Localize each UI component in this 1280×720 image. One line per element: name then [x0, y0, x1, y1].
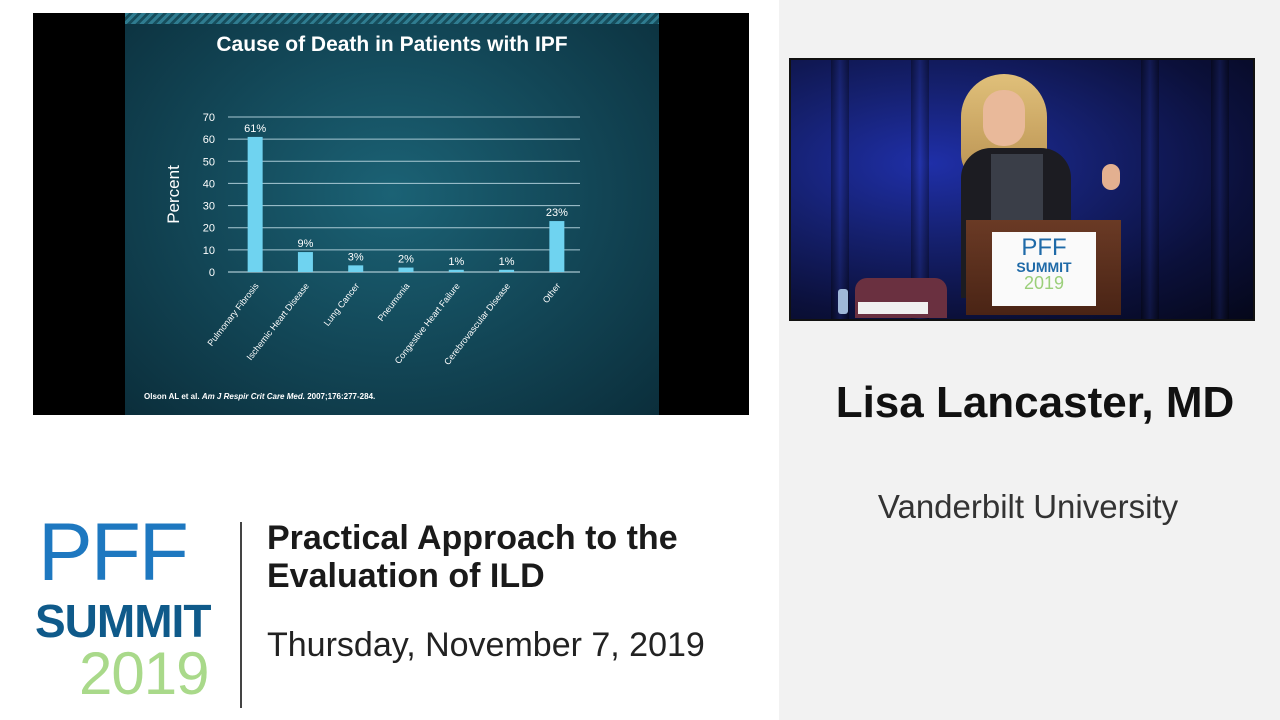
slide-header-stripe — [125, 13, 659, 24]
vertical-divider — [240, 522, 242, 708]
talk-date: Thursday, November 7, 2019 — [267, 626, 705, 664]
bar — [247, 136, 263, 272]
y-tick-label: 10 — [203, 245, 215, 257]
table-nameplate — [858, 302, 928, 314]
podium-logo-sign: PFF SUMMIT 2019 — [992, 232, 1096, 306]
pff-summit-logo: PFF SUMMIT 2019 — [33, 507, 211, 704]
bar — [549, 221, 565, 272]
speaker-hand — [1102, 164, 1120, 190]
bar — [297, 252, 313, 272]
y-tick-label: 0 — [209, 267, 215, 279]
bar — [398, 267, 414, 272]
bar-chart: 0 10 20 30 40 50 60 70 Percent 61% Pulmonary Fibro… — [164, 112, 580, 367]
bar-data-label: 61% — [244, 123, 266, 135]
citation-authors: Olson AL et al. — [144, 392, 200, 401]
y-tick-label: 50 — [203, 156, 215, 168]
bar-data-label: 3% — [348, 251, 364, 263]
bar-data-label: 2% — [398, 254, 414, 266]
curtain-fold — [831, 60, 849, 319]
curtain-fold — [1141, 60, 1159, 319]
speaker-face — [983, 90, 1025, 146]
presentation-slide-frame: Cause of Death in Patients with IPF 0 10 2… — [33, 13, 749, 415]
y-tick-label: 20 — [203, 223, 215, 235]
podium-logo-pff: PFF — [1021, 234, 1067, 261]
bar-data-label: 1% — [499, 256, 515, 268]
bar-data-label: 9% — [297, 238, 313, 250]
curtain-fold — [911, 60, 929, 319]
x-tick-label: Other — [541, 281, 563, 305]
bar — [448, 269, 464, 272]
bar-data-label: 23% — [546, 207, 568, 219]
bar — [499, 269, 515, 272]
speaker-video: PFF SUMMIT 2019 — [789, 58, 1255, 321]
slide-title: Cause of Death in Patients with IPF — [216, 33, 568, 56]
y-tick-label: 30 — [203, 201, 215, 213]
bar-data-label: 1% — [448, 256, 464, 268]
y-tick-label: 70 — [203, 112, 215, 124]
logo-year: 2019 — [79, 640, 209, 707]
speaker-name: Lisa Lancaster, MD — [835, 378, 1235, 427]
logo-pff: PFF — [38, 507, 189, 598]
x-tick-label: Pulmonary Fibrosis — [205, 281, 261, 348]
bar — [348, 265, 364, 272]
logo-summit: SUMMIT — [35, 595, 211, 647]
slide-citation: Olson AL et al. Am J Respir Crit Care Me… — [144, 392, 375, 401]
y-axis-label: Percent — [164, 165, 183, 224]
podium-logo-year: 2019 — [1023, 273, 1065, 293]
x-tick-label: Pneumonia — [376, 281, 412, 323]
water-bottle — [838, 289, 848, 314]
citation-reference: 2007;176:277-284. — [307, 392, 376, 401]
citation-journal: Am J Respir Crit Care Med. — [201, 392, 305, 401]
y-tick-label: 60 — [203, 134, 215, 146]
y-tick-label: 40 — [203, 178, 215, 190]
podium-logo-summit: SUMMIT — [1016, 259, 1072, 275]
speaker-affiliation: Vanderbilt University — [877, 488, 1179, 525]
x-tick-label: Lung Cancer — [322, 281, 362, 328]
presentation-slide: Cause of Death in Patients with IPF 0 10 2… — [125, 13, 659, 415]
curtain-fold — [1211, 60, 1229, 319]
talk-title: Practical Approach to the Evaluation of … — [267, 519, 678, 595]
